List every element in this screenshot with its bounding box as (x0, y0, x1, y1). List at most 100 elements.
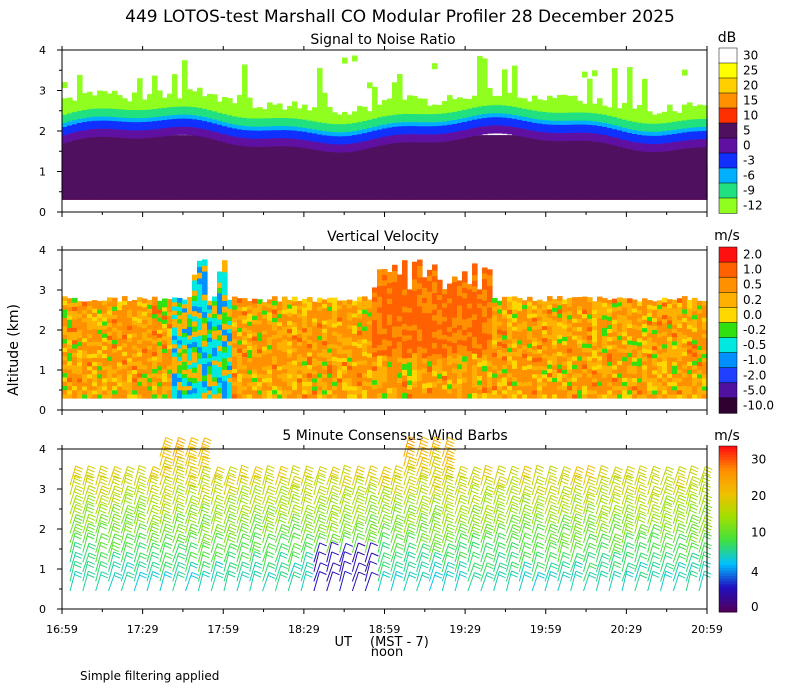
snr-cell (222, 108, 228, 123)
wind-barb (313, 562, 321, 582)
velocity-cell (227, 304, 233, 309)
velocity-cell (467, 341, 473, 347)
velocity-cell (177, 335, 183, 341)
velocity-cell (82, 357, 88, 363)
wind-barb (278, 474, 286, 479)
velocity-cell (282, 368, 288, 374)
wind-barb (139, 523, 148, 528)
velocity-cell (247, 325, 253, 330)
velocity-cell (177, 306, 183, 312)
velocity-cell (547, 368, 553, 374)
snr-cell (437, 107, 443, 122)
velocity-cell (627, 377, 633, 382)
wind-barb (253, 535, 262, 540)
velocity-cell (87, 317, 93, 322)
wind-barb (241, 564, 249, 569)
velocity-cell (497, 312, 503, 318)
velocity-cell (232, 313, 238, 319)
wind-barb (176, 462, 184, 467)
velocity-cell (207, 304, 213, 310)
velocity-cell (567, 385, 573, 391)
velocity-cell (127, 389, 133, 395)
velocity-cell (82, 365, 88, 371)
velocity-cell (452, 306, 458, 313)
wind-barb (317, 477, 326, 482)
wind-barb (88, 570, 96, 575)
velocity-cell (167, 336, 173, 341)
snr-cell (247, 97, 253, 119)
velocity-cell (332, 372, 338, 378)
velocity-cell (142, 323, 148, 329)
velocity-cell (592, 361, 598, 367)
velocity-cell (142, 298, 148, 304)
velocity-cell (297, 365, 303, 371)
velocity-cell (307, 364, 313, 370)
velocity-cell (232, 376, 238, 382)
wind-barb (127, 485, 135, 490)
velocity-cell (157, 357, 163, 363)
velocity-cell (392, 392, 398, 399)
snr-cell (377, 104, 383, 118)
velocity-cell (127, 301, 133, 306)
wind-barb (82, 561, 89, 582)
velocity-cell (302, 373, 308, 378)
velocity-cell (327, 381, 333, 387)
wind-barb (138, 564, 146, 569)
velocity-cell (587, 351, 593, 357)
velocity-cell (427, 323, 433, 330)
velocity-cell (647, 349, 653, 354)
velocity-cell (532, 389, 538, 395)
velocity-cell (667, 356, 673, 362)
velocity-cell (462, 318, 468, 325)
velocity-cell (522, 389, 528, 395)
velocity-cell (592, 381, 598, 387)
velocity-cell (362, 355, 368, 361)
velocity-cell (682, 351, 688, 357)
wind-barb (216, 507, 224, 512)
velocity-cell (152, 326, 158, 331)
velocity-cell (377, 381, 383, 388)
wind-barb (178, 523, 187, 528)
velocity-cell (162, 310, 168, 316)
velocity-cell (552, 299, 558, 304)
snr-cell (147, 103, 153, 118)
velocity-cell (187, 351, 193, 357)
velocity-cell (157, 373, 163, 379)
velocity-cell (242, 348, 248, 353)
velocity-cell (372, 301, 378, 307)
velocity-cell (152, 347, 158, 353)
wind-barb (188, 484, 196, 489)
velocity-cell (232, 326, 238, 331)
velocity-cell (527, 381, 533, 386)
snr-cell (137, 78, 143, 111)
wind-barb (200, 455, 209, 460)
velocity-cell (587, 309, 593, 315)
wind-barb (190, 542, 199, 547)
velocity-cell (272, 376, 278, 382)
velocity-cell (452, 377, 458, 384)
velocity-cell (607, 328, 613, 334)
velocity-cell (152, 355, 158, 361)
velocity-cell (272, 296, 278, 301)
wind-barb (240, 500, 248, 505)
velocity-cell (522, 316, 528, 322)
wind-barb (254, 532, 262, 537)
velocity-cell (622, 348, 628, 353)
snr-cell (377, 129, 383, 146)
velocity-cell (177, 356, 183, 362)
velocity-cell (87, 325, 93, 330)
velocity-cell (122, 351, 128, 357)
snr-cell (492, 117, 498, 134)
wind-barb (265, 528, 274, 533)
wind-barb (279, 516, 287, 521)
velocity-cell (522, 361, 528, 367)
velocity-cell (362, 381, 368, 386)
velocity-cell (607, 344, 613, 350)
snr-cell (507, 100, 513, 115)
velocity-cell (292, 313, 298, 319)
velocity-cell (402, 380, 408, 388)
velocity-cell (202, 322, 208, 330)
wind-barb (74, 535, 82, 540)
velocity-cell (532, 369, 538, 375)
velocity-cell (127, 333, 133, 338)
